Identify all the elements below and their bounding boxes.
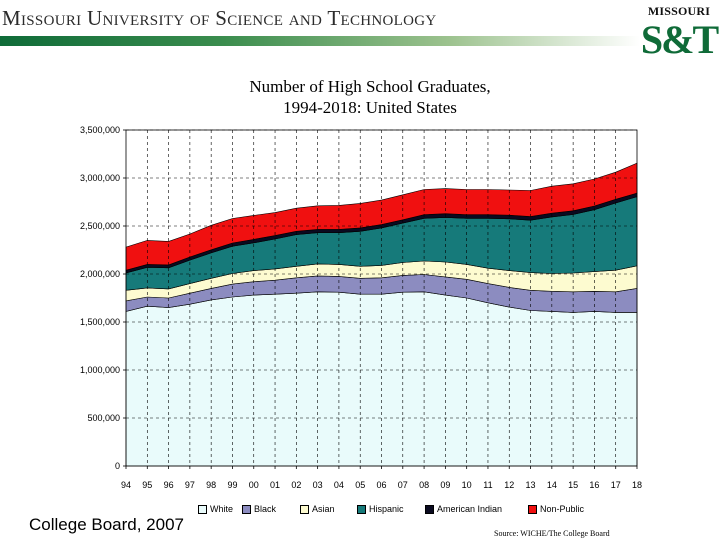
x-tick-label: 00 <box>249 480 259 490</box>
y-tick-label: 500,000 <box>87 413 120 423</box>
header-gradient-bar <box>0 36 640 46</box>
y-tick-label: 3,500,000 <box>80 125 120 135</box>
x-tick-label: 06 <box>376 480 386 490</box>
chart-legend: White Black Asian Hispanic American Indian No… <box>0 504 720 518</box>
legend-swatch <box>528 504 537 514</box>
y-tick-label: 1,000,000 <box>80 365 120 375</box>
y-tick-label: 0 <box>115 461 120 471</box>
y-tick-label: 2,500,000 <box>80 221 120 231</box>
legend-swatch <box>357 504 366 514</box>
legend-swatch <box>425 504 434 514</box>
title-word: of <box>189 6 210 30</box>
legend-item-hispanic: Hispanic <box>357 504 404 514</box>
y-tick-label: 3,000,000 <box>80 173 120 183</box>
legend-swatch <box>300 504 309 514</box>
university-title: Missouri University of Science and Techn… <box>2 6 437 31</box>
legend-item-american-indian: American Indian <box>425 504 502 514</box>
legend-label: American Indian <box>437 504 503 514</box>
title-word: University <box>87 6 185 30</box>
chart-title-line-2: 1994-2018: United States <box>283 98 457 117</box>
x-tick-label: 15 <box>568 480 578 490</box>
legend-label: Asian <box>312 504 335 514</box>
legend-swatch <box>198 504 207 514</box>
logo-top-text: MISSOURI <box>647 4 711 18</box>
x-tick-label: 07 <box>398 480 408 490</box>
x-tick-label: 03 <box>313 480 323 490</box>
x-tick-label: 04 <box>334 480 344 490</box>
x-tick-label: 96 <box>164 480 174 490</box>
x-tick-label: 95 <box>142 480 152 490</box>
x-tick-label: 14 <box>547 480 557 490</box>
x-tick-label: 12 <box>504 480 514 490</box>
source-note: Source: WICHE/The College Board <box>494 529 610 538</box>
legend-swatch <box>242 504 251 514</box>
logo-main-text: S&T <box>640 17 719 62</box>
title-word: Science <box>215 6 284 30</box>
legend-label: Hispanic <box>369 504 404 514</box>
title-word: Missouri <box>2 6 82 30</box>
x-tick-label: 02 <box>291 480 301 490</box>
legend-item-asian: Asian <box>300 504 335 514</box>
college-board-credit: College Board, 2007 <box>29 515 185 534</box>
x-tick-label: 01 <box>270 480 280 490</box>
university-logo: MISSOURI S&T <box>640 4 719 64</box>
x-tick-label: 18 <box>632 480 642 490</box>
legend-item-non-public: Non-Public <box>528 504 584 514</box>
chart-title: Number of High School Graduates, 1994-20… <box>170 76 570 118</box>
legend-label: Black <box>254 504 277 514</box>
legend-item-black: Black <box>242 504 276 514</box>
x-tick-label: 13 <box>526 480 536 490</box>
x-tick-label: 11 <box>483 480 492 490</box>
legend-item-white: White <box>198 504 233 514</box>
y-tick-label: 1,500,000 <box>80 317 120 327</box>
x-tick-label: 05 <box>355 480 365 490</box>
title-word: Technology <box>327 6 437 30</box>
x-tick-label: 97 <box>185 480 195 490</box>
x-tick-label: 08 <box>419 480 429 490</box>
x-tick-label: 17 <box>611 480 621 490</box>
x-tick-label: 98 <box>206 480 216 490</box>
x-tick-label: 16 <box>589 480 599 490</box>
x-tick-label: 99 <box>227 480 237 490</box>
legend-label: White <box>210 504 234 514</box>
x-tick-label: 09 <box>440 480 450 490</box>
legend-label: Non-Public <box>540 504 585 514</box>
chart-title-line-1: Number of High School Graduates, <box>249 77 491 96</box>
x-tick-label: 94 <box>121 480 131 490</box>
y-tick-label: 2,000,000 <box>80 269 120 279</box>
x-tick-label: 10 <box>462 480 472 490</box>
title-word: and <box>288 6 323 30</box>
